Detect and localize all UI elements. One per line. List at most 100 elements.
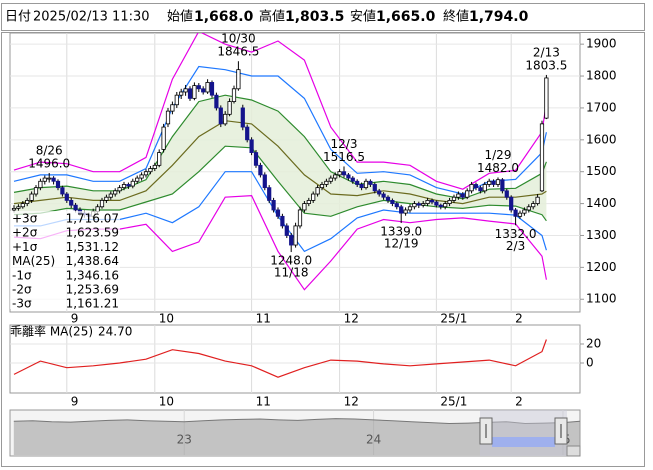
annotation-value: 1339.0 [380, 225, 422, 239]
candle-body [280, 215, 285, 227]
candle-body [117, 187, 122, 192]
candle-body [121, 184, 127, 189]
candle-body [504, 190, 509, 198]
deviation-value: 24.70 [98, 325, 132, 339]
candle-body [451, 196, 457, 201]
scroll-button[interactable] [566, 445, 581, 457]
annotation-date: 2/13 [533, 45, 560, 59]
candle-body [231, 88, 237, 102]
candle-body [421, 203, 426, 206]
candle-body [311, 193, 316, 201]
candle-body [240, 107, 245, 128]
candle-body [337, 171, 342, 176]
annotation-date: 11/18 [274, 266, 309, 280]
x-tick-label: 9 [71, 312, 79, 326]
legend-name: -3σ [12, 297, 32, 311]
candle-body [104, 196, 109, 201]
candle-body [249, 139, 254, 153]
candle-body [51, 177, 56, 182]
y-tick-label: 1200 [586, 260, 617, 274]
candle-body [38, 180, 43, 189]
legend-value: 1,161.21 [66, 297, 119, 311]
legend-name: MA(25) [12, 254, 55, 268]
field-label: 終値 [443, 9, 469, 25]
annotation-date: 8/26 [36, 143, 63, 157]
navigator-window [480, 410, 567, 456]
candle-body [482, 184, 487, 192]
candle-body [130, 180, 135, 187]
header-frame [1, 3, 645, 31]
candle-body [108, 193, 113, 198]
candle-body [522, 209, 527, 214]
candle-body [346, 174, 351, 179]
candle-body [535, 196, 540, 204]
candle-body [157, 152, 162, 166]
deviation-line [13, 339, 547, 378]
candle-body [438, 204, 443, 208]
candle-body [165, 110, 171, 125]
y-tick-label: 0 [586, 355, 594, 369]
candle-body [16, 206, 21, 209]
legend-name: +1σ [12, 240, 38, 254]
candle-body [319, 184, 325, 189]
legend-name: +3σ [12, 212, 38, 226]
candle-body [126, 184, 131, 187]
x-tick-label: 25/1 [440, 395, 467, 409]
candle-body [531, 203, 536, 208]
candle-body [517, 212, 523, 217]
candle-body [187, 88, 193, 99]
candle-body [526, 206, 531, 211]
candle-body [99, 199, 105, 208]
candle-body [385, 196, 391, 201]
legend-value: 1,623.59 [66, 226, 119, 240]
date: 2025/02/13 11:30 [33, 10, 150, 25]
candle-body [113, 190, 118, 195]
candle-body [456, 193, 461, 198]
navigator-selection[interactable] [492, 437, 555, 447]
annotation-value: 1482.0 [477, 161, 519, 175]
annotation-value: 1846.5 [217, 45, 259, 59]
candle-body [20, 203, 25, 208]
x-tick-label: 25/1 [440, 312, 467, 326]
candle-body [447, 199, 452, 204]
candle-body [227, 101, 232, 115]
candle-body [289, 235, 294, 246]
legend-box [10, 211, 120, 309]
candle-body [60, 187, 65, 195]
candle-body [297, 209, 303, 227]
candle-body [205, 82, 210, 93]
candle-body [179, 91, 184, 96]
annotation-value: 1332.0 [495, 227, 537, 241]
candle-body [513, 209, 518, 217]
candle-body [64, 193, 69, 201]
candle-body [377, 190, 382, 195]
candle-body [253, 152, 259, 166]
candle-body [315, 187, 320, 195]
deviation-title: 乖離率 MA(25) [10, 324, 93, 339]
candle-body [293, 225, 298, 246]
candle-body [333, 174, 338, 179]
candle-body [148, 168, 153, 173]
candle-body [465, 190, 470, 198]
legend-value: 1,346.16 [66, 268, 119, 282]
date-label: 日付 [5, 10, 31, 25]
candle-body [245, 126, 250, 141]
x-tick-label: 2 [515, 312, 523, 326]
candle-body [29, 193, 34, 201]
candle-body [218, 107, 223, 125]
field-label: 安値 [350, 9, 376, 25]
candle-body [350, 177, 355, 182]
field-label: 始値 [167, 9, 193, 25]
annotation-value: 1803.5 [525, 58, 567, 72]
annotation-date: 10/30 [221, 32, 256, 46]
candle-body [407, 206, 413, 211]
candle-body [416, 203, 421, 206]
candle-body [434, 201, 439, 206]
candle-body [539, 123, 545, 192]
x-tick-label: 2 [515, 395, 523, 409]
annotation-date: 12/19 [384, 237, 419, 251]
candle-body [223, 113, 228, 125]
legend-name: +2σ [12, 226, 38, 240]
candle-body [152, 164, 157, 169]
candle-body [192, 85, 197, 99]
